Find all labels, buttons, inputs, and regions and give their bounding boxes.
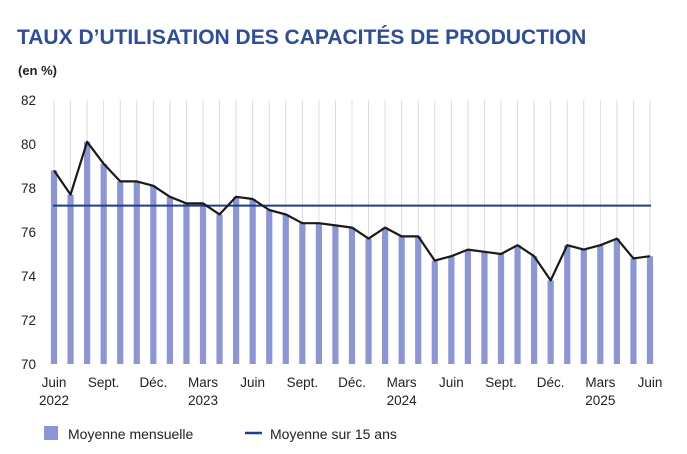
y-tick-label: 78 <box>21 181 36 196</box>
bar <box>50 170 58 364</box>
bar <box>100 163 107 364</box>
x-tick-label: Juin <box>439 375 464 390</box>
bar <box>646 256 654 364</box>
y-tick-label: 80 <box>21 137 36 152</box>
chart-title: TAUX D’UTILISATION DES CAPACITÉS DE PROD… <box>17 26 586 49</box>
bar <box>315 223 322 364</box>
bar <box>431 260 438 364</box>
y-axis: 70 72 74 76 78 80 82 <box>21 93 37 372</box>
bar <box>497 254 505 364</box>
bar <box>464 249 471 364</box>
bar <box>348 227 356 364</box>
x-tick-label: Mars <box>585 375 615 390</box>
x-tick-label: Sept. <box>287 375 319 390</box>
x-axis: Juin 2022 Sept. Déc. Mars 2023 Juin Sept. Déc. Ma… <box>39 375 662 408</box>
x-tick-label: 2024 <box>387 393 418 408</box>
bar <box>299 223 306 364</box>
y-tick-label: 72 <box>21 313 36 328</box>
bar <box>183 203 190 364</box>
legend-swatch-monthly <box>44 426 58 440</box>
bar <box>133 181 140 364</box>
lines-group <box>53 140 651 282</box>
bar <box>282 214 289 364</box>
bar <box>613 238 620 364</box>
bar <box>233 196 240 364</box>
x-tick-label: Juin <box>42 375 67 390</box>
y-tick-label: 74 <box>21 269 37 284</box>
bar <box>597 245 604 364</box>
x-tick-label: Mars <box>188 375 218 390</box>
x-tick-label: Déc. <box>338 375 366 390</box>
bar <box>415 236 422 364</box>
legend-label-15y-average: Moyenne sur 15 ans <box>270 426 397 442</box>
bar <box>249 199 256 364</box>
bar <box>199 203 207 364</box>
x-tick-label: Juin <box>240 375 265 390</box>
x-tick-label: 2023 <box>188 393 218 408</box>
monthly-line <box>53 140 651 282</box>
bar <box>514 245 521 364</box>
bar <box>332 225 339 364</box>
legend-label-monthly: Moyenne mensuelle <box>68 426 194 442</box>
x-tick-label: Juin <box>638 375 663 390</box>
bar <box>382 227 389 364</box>
x-tick-label: 2022 <box>39 393 69 408</box>
bar <box>481 251 488 364</box>
x-tick-label: 2025 <box>585 393 615 408</box>
bar <box>580 249 587 364</box>
bar <box>630 258 637 364</box>
x-tick-label: Sept. <box>88 375 120 390</box>
y-tick-label: 76 <box>21 225 36 240</box>
bar <box>564 245 571 364</box>
bar <box>84 141 91 364</box>
bar <box>448 256 455 364</box>
bar <box>547 280 554 364</box>
bar <box>531 256 538 364</box>
x-tick-label: Déc. <box>537 375 565 390</box>
bar <box>365 238 372 364</box>
bar <box>398 236 405 364</box>
bar <box>166 196 173 364</box>
bars-group <box>50 141 654 364</box>
x-tick-label: Sept. <box>485 375 517 390</box>
bar <box>150 185 157 364</box>
legend: Moyenne mensuelle Moyenne sur 15 ans <box>44 426 397 442</box>
bar <box>117 181 124 364</box>
bar <box>67 194 74 364</box>
y-tick-label: 82 <box>21 93 36 108</box>
unit-label: (en %) <box>18 63 57 78</box>
bar <box>216 214 223 364</box>
y-tick-label: 70 <box>21 357 36 372</box>
x-tick-label: Mars <box>387 375 417 390</box>
bar <box>266 210 273 364</box>
x-tick-label: Déc. <box>139 375 167 390</box>
